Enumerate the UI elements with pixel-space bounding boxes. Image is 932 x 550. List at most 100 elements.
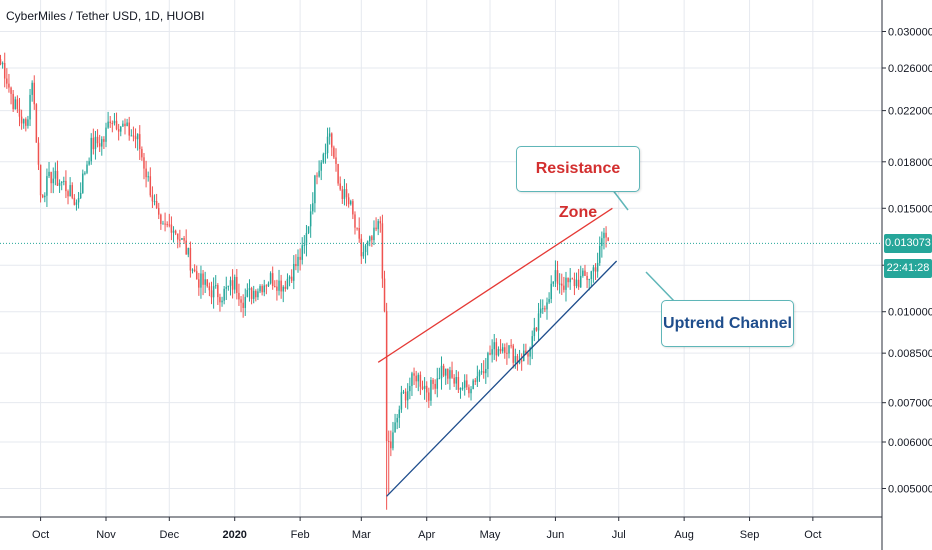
candle-body <box>468 387 470 394</box>
candle-body <box>318 170 320 177</box>
candle-body <box>358 227 360 239</box>
candle-body <box>320 162 322 171</box>
candle-body <box>504 347 506 353</box>
candle-body <box>594 267 597 272</box>
chart-title: CyberMiles / Tether USD, 1D, HUOBI <box>6 9 205 23</box>
candle-body <box>10 87 12 94</box>
candle-body <box>489 353 491 355</box>
uptrend-trendline[interactable] <box>386 260 618 497</box>
candle-body <box>14 99 17 110</box>
candle-body <box>153 201 156 203</box>
candle-body <box>48 171 50 177</box>
resistance-callout-pointer <box>611 188 629 211</box>
candle-body <box>548 299 550 303</box>
candle-body <box>550 283 552 300</box>
candle-body <box>221 300 223 303</box>
candle-body <box>582 270 584 276</box>
candle-body <box>352 201 354 215</box>
candle-body <box>94 136 97 150</box>
candles <box>0 52 609 510</box>
candle-body <box>463 380 466 388</box>
candle-body <box>366 241 369 246</box>
resistance-zone-callout[interactable]: Resistance Zone <box>516 146 640 221</box>
candle-body <box>487 353 489 369</box>
candle-body <box>98 143 101 147</box>
candle-body <box>46 176 48 196</box>
candle-body <box>453 377 455 384</box>
candle-body <box>444 368 447 376</box>
candle-body <box>208 286 211 291</box>
candle-body <box>328 133 331 137</box>
candle-body <box>210 290 213 298</box>
candle-body <box>542 308 544 310</box>
candle-body <box>212 286 215 298</box>
candle-body <box>134 136 137 140</box>
candle-body <box>126 122 128 127</box>
uptrend-channel-label: Uptrend Channel <box>663 315 792 332</box>
candle-body <box>533 327 536 337</box>
candle-body <box>63 180 65 182</box>
candle-body <box>598 245 601 263</box>
candle-body <box>60 181 63 183</box>
candle-body <box>113 120 116 124</box>
candle-body <box>248 288 251 291</box>
candle-body <box>179 239 181 241</box>
candle-body <box>307 226 310 233</box>
uptrend-channel-callout[interactable]: Uptrend Channel <box>661 300 794 347</box>
candle-body <box>50 171 52 184</box>
y-tick-label: 0.022000 <box>888 106 932 118</box>
candle-body <box>493 342 495 350</box>
candle-body <box>231 280 234 290</box>
candle-body <box>478 371 481 377</box>
candle-body <box>124 123 126 127</box>
candle-body <box>375 227 377 230</box>
candle-body <box>297 256 299 267</box>
candle-body <box>440 365 443 379</box>
candle-body <box>377 221 379 230</box>
candle-body <box>518 360 521 364</box>
candle-body <box>22 119 25 124</box>
candle-body <box>290 276 293 281</box>
y-tick-label: 0.010000 <box>888 307 932 319</box>
candle-body <box>552 281 555 284</box>
candle-body <box>276 286 278 291</box>
candle-body <box>109 121 111 124</box>
candle-body <box>369 236 371 242</box>
x-tick-label: Mar <box>352 529 371 541</box>
x-tick-label: Oct <box>804 529 821 541</box>
candle-body <box>546 302 548 310</box>
candle-body <box>356 227 358 229</box>
candle-body <box>202 273 204 285</box>
candle-body <box>350 201 352 205</box>
candle-body <box>312 203 314 212</box>
candle-body <box>8 83 10 88</box>
candle-body <box>6 78 8 84</box>
trendlines <box>0 188 882 497</box>
y-tick-label: 0.018000 <box>888 157 932 169</box>
candle-body <box>174 230 177 234</box>
candle-body <box>485 368 487 374</box>
candle-body <box>1 63 4 65</box>
candle-body <box>84 172 86 174</box>
candle-body <box>512 345 514 363</box>
candle-body <box>337 163 339 184</box>
candle-body <box>394 422 396 433</box>
candle-body <box>305 232 308 245</box>
candle-body <box>413 373 415 376</box>
candle-body <box>432 380 434 384</box>
candle-body <box>33 82 36 105</box>
candle-body <box>603 232 605 239</box>
candle-body <box>527 353 529 357</box>
candle-body <box>58 182 61 186</box>
candle-body <box>529 347 531 357</box>
candle-body <box>341 189 344 199</box>
x-tick-label: Jun <box>547 529 565 541</box>
candle-body <box>280 280 282 292</box>
candle-body <box>419 374 422 387</box>
candle-body <box>480 371 483 373</box>
resistance-trendline[interactable] <box>377 207 613 363</box>
candle-body <box>12 93 14 110</box>
candle-body <box>404 391 407 401</box>
y-tick-label: 0.007000 <box>888 398 932 410</box>
